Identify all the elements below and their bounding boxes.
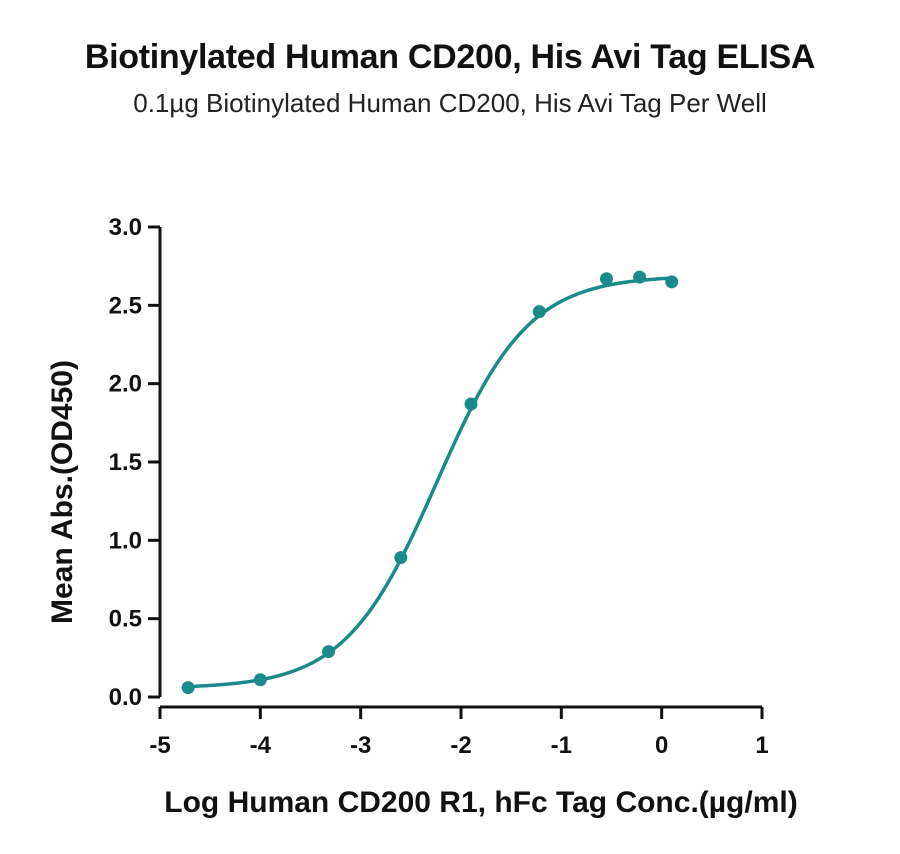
- data-point: [464, 397, 478, 411]
- y-axis-title: Mean Abs.(OD450): [46, 360, 79, 624]
- fit-curve: [188, 276, 672, 689]
- data-point: [322, 645, 336, 659]
- x-tick-label: -5: [149, 732, 170, 759]
- chart-subtitle: 0.1µg Biotinylated Human CD200, His Avi …: [133, 88, 767, 118]
- x-tick-label: 0: [655, 732, 668, 759]
- data-point: [665, 275, 679, 289]
- axes: 0.0 0.5 1.0 1.5 2.0 2.5 3.0 -5 -4 -3 -2 -1 0 1: [109, 214, 769, 759]
- data-point: [181, 681, 195, 695]
- x-tick-label: -2: [450, 732, 471, 759]
- y-tick-label: 3.0: [109, 214, 142, 241]
- y-tick-label: 2.0: [109, 371, 142, 398]
- x-tick-label: -1: [551, 732, 572, 759]
- data-point: [253, 673, 267, 687]
- data-points-layer: [181, 270, 679, 695]
- chart-title: Biotinylated Human CD200, His Avi Tag EL…: [84, 38, 816, 76]
- data-point: [633, 270, 647, 284]
- data-point: [394, 551, 408, 565]
- x-axis-title: Log Human CD200 R1, hFc Tag Conc.(µg/ml): [164, 786, 797, 819]
- y-tick-label: 0.0: [109, 684, 142, 711]
- x-tick-label: 1: [755, 732, 768, 759]
- y-tick-label: 0.5: [109, 606, 142, 633]
- data-point: [599, 272, 613, 286]
- fit-curve-layer: [188, 276, 672, 689]
- x-tick-label: -4: [250, 732, 272, 759]
- y-tick-label: 2.5: [109, 292, 142, 319]
- y-tick-label: 1.5: [109, 449, 142, 476]
- data-point: [532, 305, 546, 319]
- y-tick-label: 1.0: [109, 527, 142, 554]
- x-tick-label: -3: [350, 732, 371, 759]
